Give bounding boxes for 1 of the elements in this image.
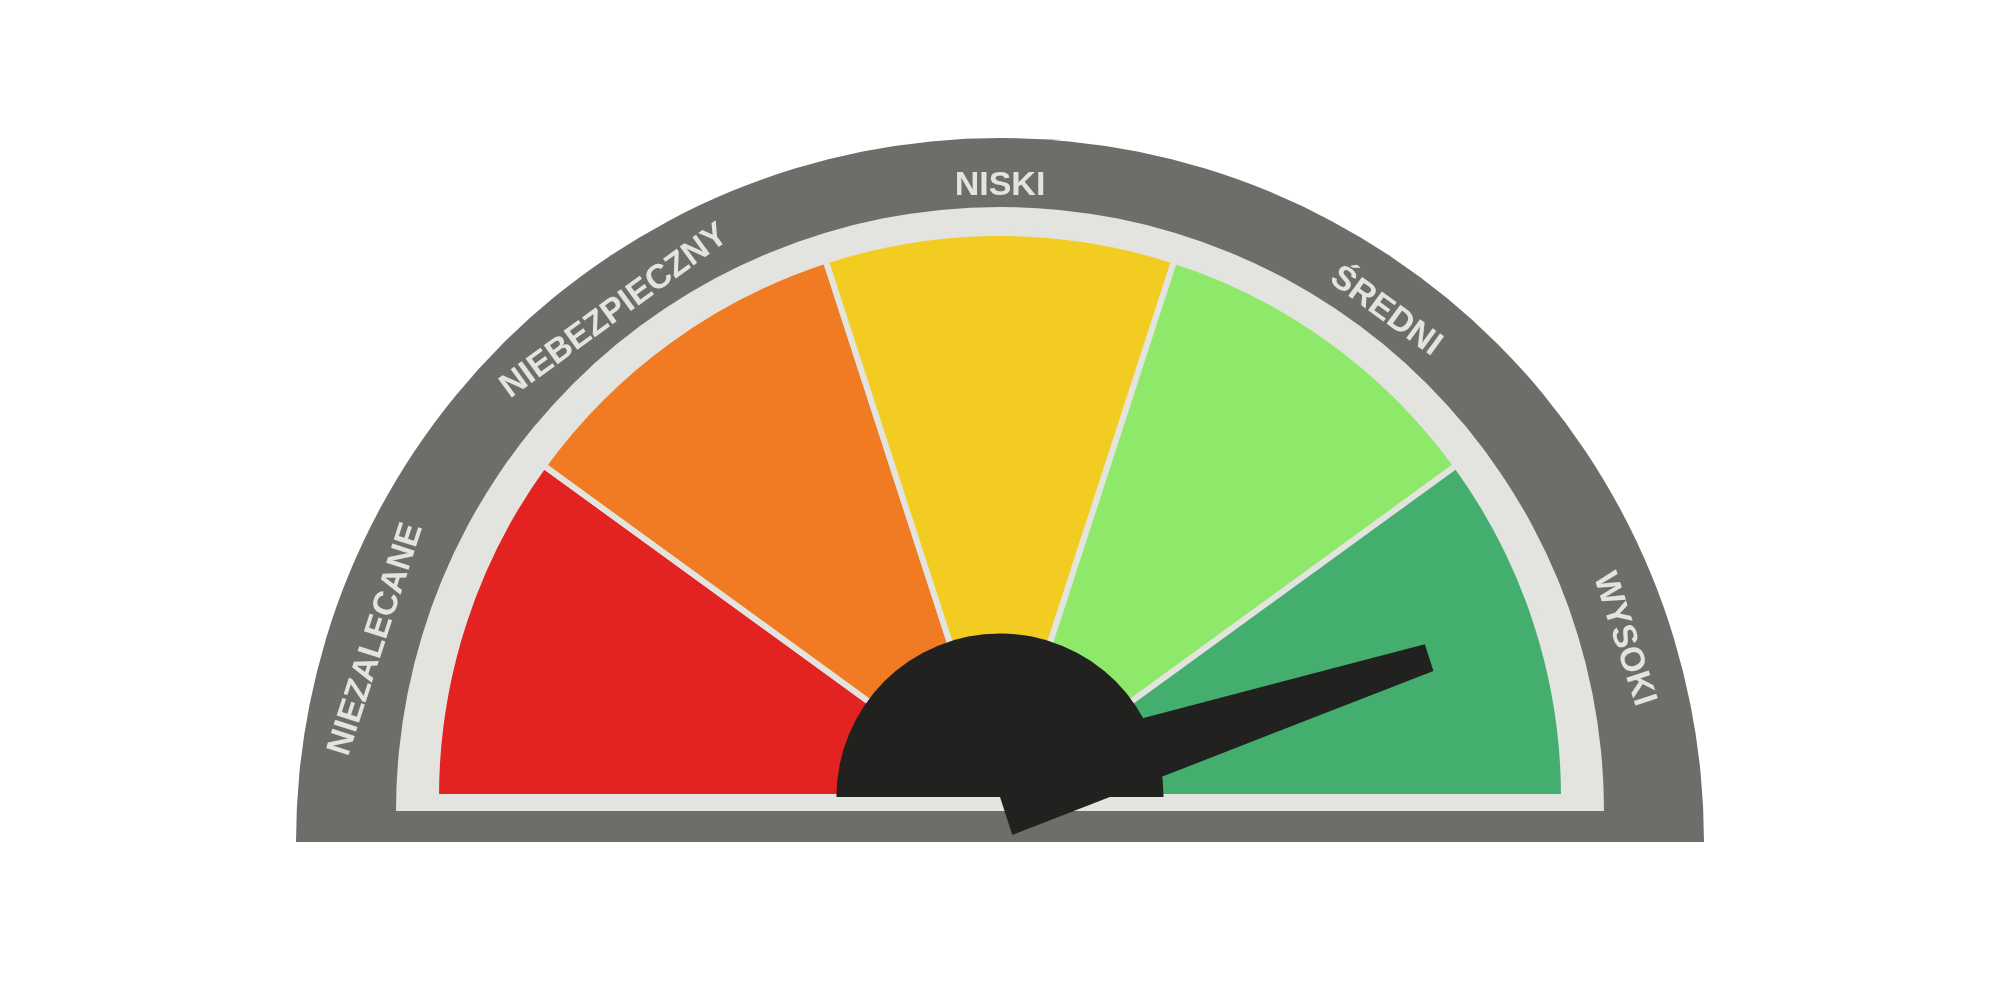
slice-label: NISKI bbox=[954, 164, 1046, 203]
